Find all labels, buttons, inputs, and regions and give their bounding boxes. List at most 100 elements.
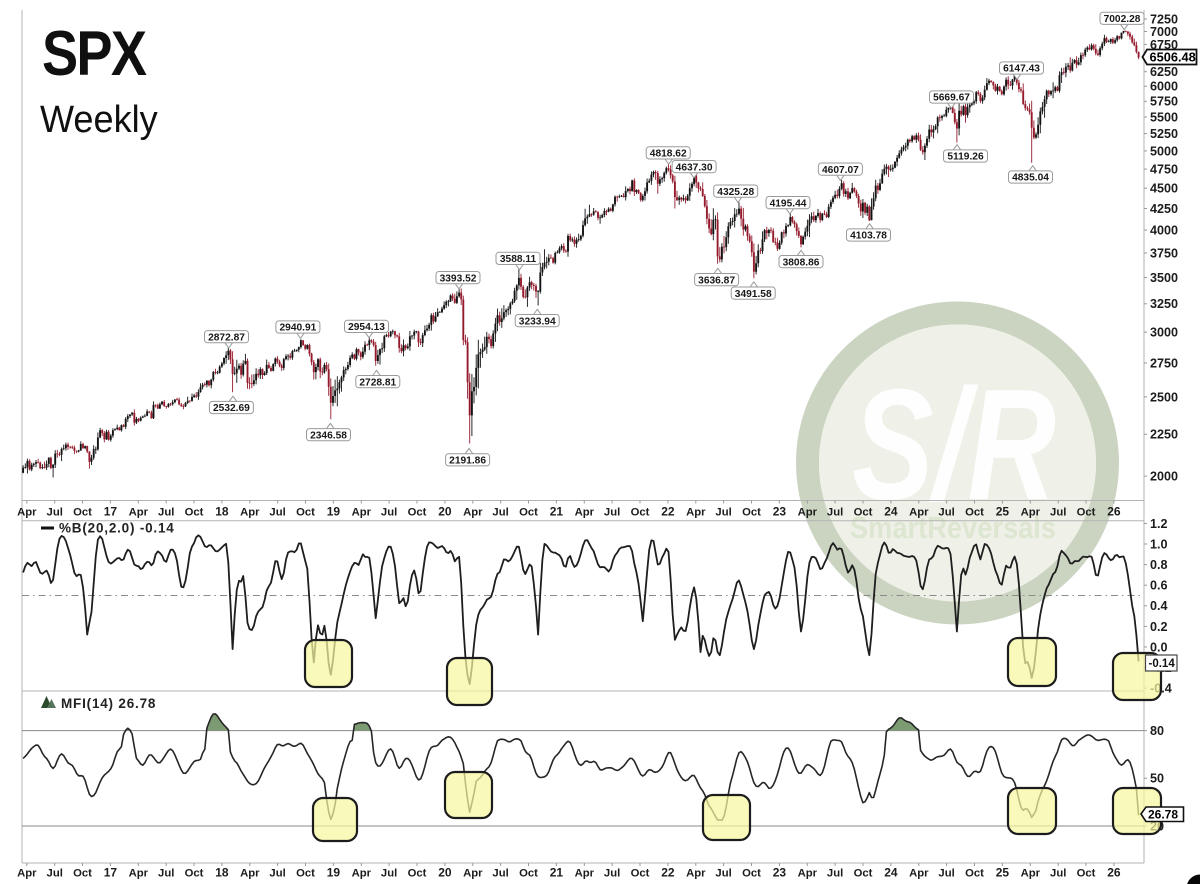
svg-text:Jul: Jul [604,507,620,519]
svg-text:2500: 2500 [1150,390,1178,404]
svg-text:4103.78: 4103.78 [850,231,887,242]
svg-text:17: 17 [104,866,118,880]
svg-text:Apr: Apr [129,868,149,880]
svg-text:Apr: Apr [798,868,818,880]
svg-text:2191.86: 2191.86 [449,456,486,467]
svg-text:7000: 7000 [1150,25,1178,39]
svg-text:0.2: 0.2 [1150,620,1168,634]
svg-text:Apr: Apr [798,507,818,519]
svg-text:Jul: Jul [158,507,174,519]
svg-text:2954.13: 2954.13 [348,322,385,333]
svg-text:Jul: Jul [47,868,63,880]
svg-text:18: 18 [215,866,229,880]
svg-text:Oct: Oct [73,868,92,880]
svg-text:Jul: Jul [381,868,397,880]
svg-text:3491.58: 3491.58 [735,289,772,300]
svg-text:7250: 7250 [1150,12,1178,26]
svg-text:Jul: Jul [492,868,508,880]
svg-text:Apr: Apr [17,507,37,519]
svg-text:Oct: Oct [185,868,204,880]
svg-text:Jul: Jul [1050,868,1066,880]
svg-text:6000: 6000 [1150,80,1178,94]
svg-text:80: 80 [1150,724,1164,738]
svg-text:18: 18 [215,505,229,519]
svg-text:2728.81: 2728.81 [359,377,396,388]
svg-text:5500: 5500 [1150,110,1178,124]
svg-text:Jul: Jul [938,868,954,880]
svg-text:Oct: Oct [965,868,984,880]
svg-text:4250: 4250 [1150,202,1178,216]
svg-text:21: 21 [550,866,564,880]
svg-text:Jul: Jul [715,868,731,880]
svg-text:MFI(14) 26.78: MFI(14) 26.78 [61,696,156,711]
svg-text:23: 23 [773,866,787,880]
svg-text:Apr: Apr [1021,507,1041,519]
svg-text:4500: 4500 [1150,182,1178,196]
svg-text:Oct: Oct [631,507,650,519]
svg-text:23: 23 [773,505,787,519]
svg-text:4607.07: 4607.07 [822,165,859,176]
svg-text:Oct: Oct [1077,868,1096,880]
svg-text:-0.14: -0.14 [1149,658,1176,670]
svg-text:5750: 5750 [1150,95,1178,109]
svg-text:20: 20 [438,866,452,880]
svg-text:6250: 6250 [1150,65,1178,79]
svg-text:Oct: Oct [742,507,761,519]
svg-text:1.0: 1.0 [1150,537,1168,551]
svg-text:4818.62: 4818.62 [650,149,687,160]
svg-text:3750: 3750 [1150,246,1178,260]
svg-text:6147.43: 6147.43 [1003,64,1040,75]
svg-text:19: 19 [327,505,341,519]
svg-text:Jul: Jul [158,868,174,880]
svg-text:Oct: Oct [519,507,538,519]
svg-text:1.2: 1.2 [1150,517,1168,531]
svg-text:4000: 4000 [1150,224,1178,238]
svg-text:22: 22 [661,505,675,519]
svg-text:Oct: Oct [1077,507,1096,519]
svg-text:Apr: Apr [240,868,260,880]
svg-text:6750: 6750 [1150,38,1178,52]
svg-text:Oct: Oct [854,868,873,880]
svg-text:Jul: Jul [269,507,285,519]
svg-text:Apr: Apr [129,507,149,519]
svg-text:Oct: Oct [631,868,650,880]
svg-text:Oct: Oct [519,868,538,880]
svg-text:2000: 2000 [1150,470,1178,484]
svg-text:Apr: Apr [17,868,37,880]
svg-text:3233.94: 3233.94 [519,316,556,327]
svg-text:Jul: Jul [47,507,63,519]
svg-text:2346.58: 2346.58 [310,430,347,441]
svg-text:4637.30: 4637.30 [676,162,713,173]
svg-text:Jul: Jul [715,507,731,519]
svg-text:Oct: Oct [742,868,761,880]
svg-text:Jul: Jul [269,868,285,880]
svg-text:17: 17 [104,505,118,519]
svg-text:50: 50 [1150,772,1164,786]
svg-text:Jul: Jul [827,507,843,519]
svg-text:2532.69: 2532.69 [213,403,250,414]
svg-text:Oct: Oct [965,507,984,519]
svg-text:6506.48: 6506.48 [1150,50,1196,65]
svg-text:24: 24 [884,866,898,880]
svg-text:4835.04: 4835.04 [1012,173,1049,184]
svg-text:5119.26: 5119.26 [947,152,984,163]
svg-text:2250: 2250 [1150,428,1178,442]
svg-text:Apr: Apr [1021,868,1041,880]
svg-text:Apr: Apr [909,507,929,519]
svg-text:4750: 4750 [1150,163,1178,177]
svg-text:Oct: Oct [854,507,873,519]
svg-text:Apr: Apr [463,507,483,519]
svg-text:3808.86: 3808.86 [783,257,820,268]
svg-text:24: 24 [884,505,898,519]
svg-text:Oct: Oct [408,868,427,880]
svg-text:3393.52: 3393.52 [440,273,477,284]
svg-text:Jul: Jul [827,868,843,880]
svg-text:3588.11: 3588.11 [500,254,537,265]
svg-text:2872.87: 2872.87 [208,332,245,343]
svg-text:Apr: Apr [575,868,595,880]
svg-text:Oct: Oct [73,507,92,519]
svg-text:25: 25 [996,505,1010,519]
svg-text:2940.91: 2940.91 [279,323,316,334]
svg-text:%B(20,2.0) -0.14: %B(20,2.0) -0.14 [59,521,175,536]
svg-text:5000: 5000 [1150,144,1178,158]
